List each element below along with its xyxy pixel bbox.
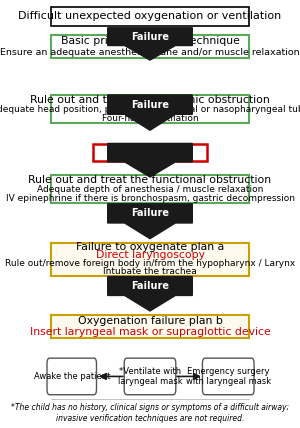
FancyBboxPatch shape — [47, 358, 97, 395]
Polygon shape — [108, 143, 192, 177]
FancyBboxPatch shape — [124, 358, 176, 395]
Text: Adequate depth of anesthesia / muscle relaxation: Adequate depth of anesthesia / muscle re… — [37, 185, 263, 194]
FancyBboxPatch shape — [202, 358, 254, 395]
FancyBboxPatch shape — [51, 243, 249, 276]
Text: Awake the patient: Awake the patient — [34, 372, 110, 381]
Text: Failure: Failure — [131, 32, 169, 42]
Text: Failure to oxygenate plan a: Failure to oxygenate plan a — [76, 242, 224, 252]
Text: Rule out and treat the anatomic obstruction: Rule out and treat the anatomic obstruct… — [30, 95, 270, 105]
Text: Difficult unexpected oxygenation or ventilation: Difficult unexpected oxygenation or vent… — [18, 11, 282, 21]
Text: Four-hand ventilation: Four-hand ventilation — [102, 114, 198, 123]
Polygon shape — [108, 95, 192, 130]
Text: Insert laryngeal mask or supraglottic device: Insert laryngeal mask or supraglottic de… — [30, 327, 270, 337]
Text: Rule out and treat the functional obstruction: Rule out and treat the functional obstru… — [28, 175, 272, 185]
Text: *Ventilate with
laryngeal mask: *Ventilate with laryngeal mask — [118, 367, 182, 386]
Text: *The child has no history, clinical signs or symptoms of a difficult airway;
inv: *The child has no history, clinical sign… — [11, 403, 289, 423]
FancyBboxPatch shape — [51, 36, 249, 58]
Polygon shape — [108, 28, 192, 60]
Text: Intubate the trachea: Intubate the trachea — [103, 268, 197, 276]
Text: IV epinephrine if there is bronchospasm, gastric decompression: IV epinephrine if there is bronchospasm,… — [5, 194, 295, 203]
FancyBboxPatch shape — [51, 175, 249, 203]
Text: Oxygenation failure plan b: Oxygenation failure plan b — [78, 315, 222, 326]
Text: Adequate head position, place oropharyngeal or nasopharyngeal tube: Adequate head position, place oropharyng… — [0, 105, 300, 114]
Text: Ask for help: Ask for help — [117, 148, 183, 158]
Text: Rule out/remove foreign body in/from the hypopharynx / Larynx: Rule out/remove foreign body in/from the… — [5, 259, 295, 268]
Text: Failure: Failure — [131, 208, 169, 218]
FancyBboxPatch shape — [93, 144, 207, 161]
Polygon shape — [108, 204, 192, 239]
Polygon shape — [108, 276, 192, 311]
Text: Failure: Failure — [131, 281, 169, 291]
FancyBboxPatch shape — [51, 7, 249, 26]
Text: Emergency surgery
with laryngeal mask: Emergency surgery with laryngeal mask — [186, 367, 271, 386]
FancyBboxPatch shape — [51, 95, 249, 123]
FancyBboxPatch shape — [51, 315, 249, 338]
Text: Failure: Failure — [131, 100, 169, 110]
Text: Basic principles: Good technique: Basic principles: Good technique — [61, 36, 239, 46]
Text: Ensure an adequate anesthetic plane and/or muscle relaxation: Ensure an adequate anesthetic plane and/… — [0, 48, 300, 57]
Text: Direct laryngoscopy: Direct laryngoscopy — [95, 250, 205, 260]
